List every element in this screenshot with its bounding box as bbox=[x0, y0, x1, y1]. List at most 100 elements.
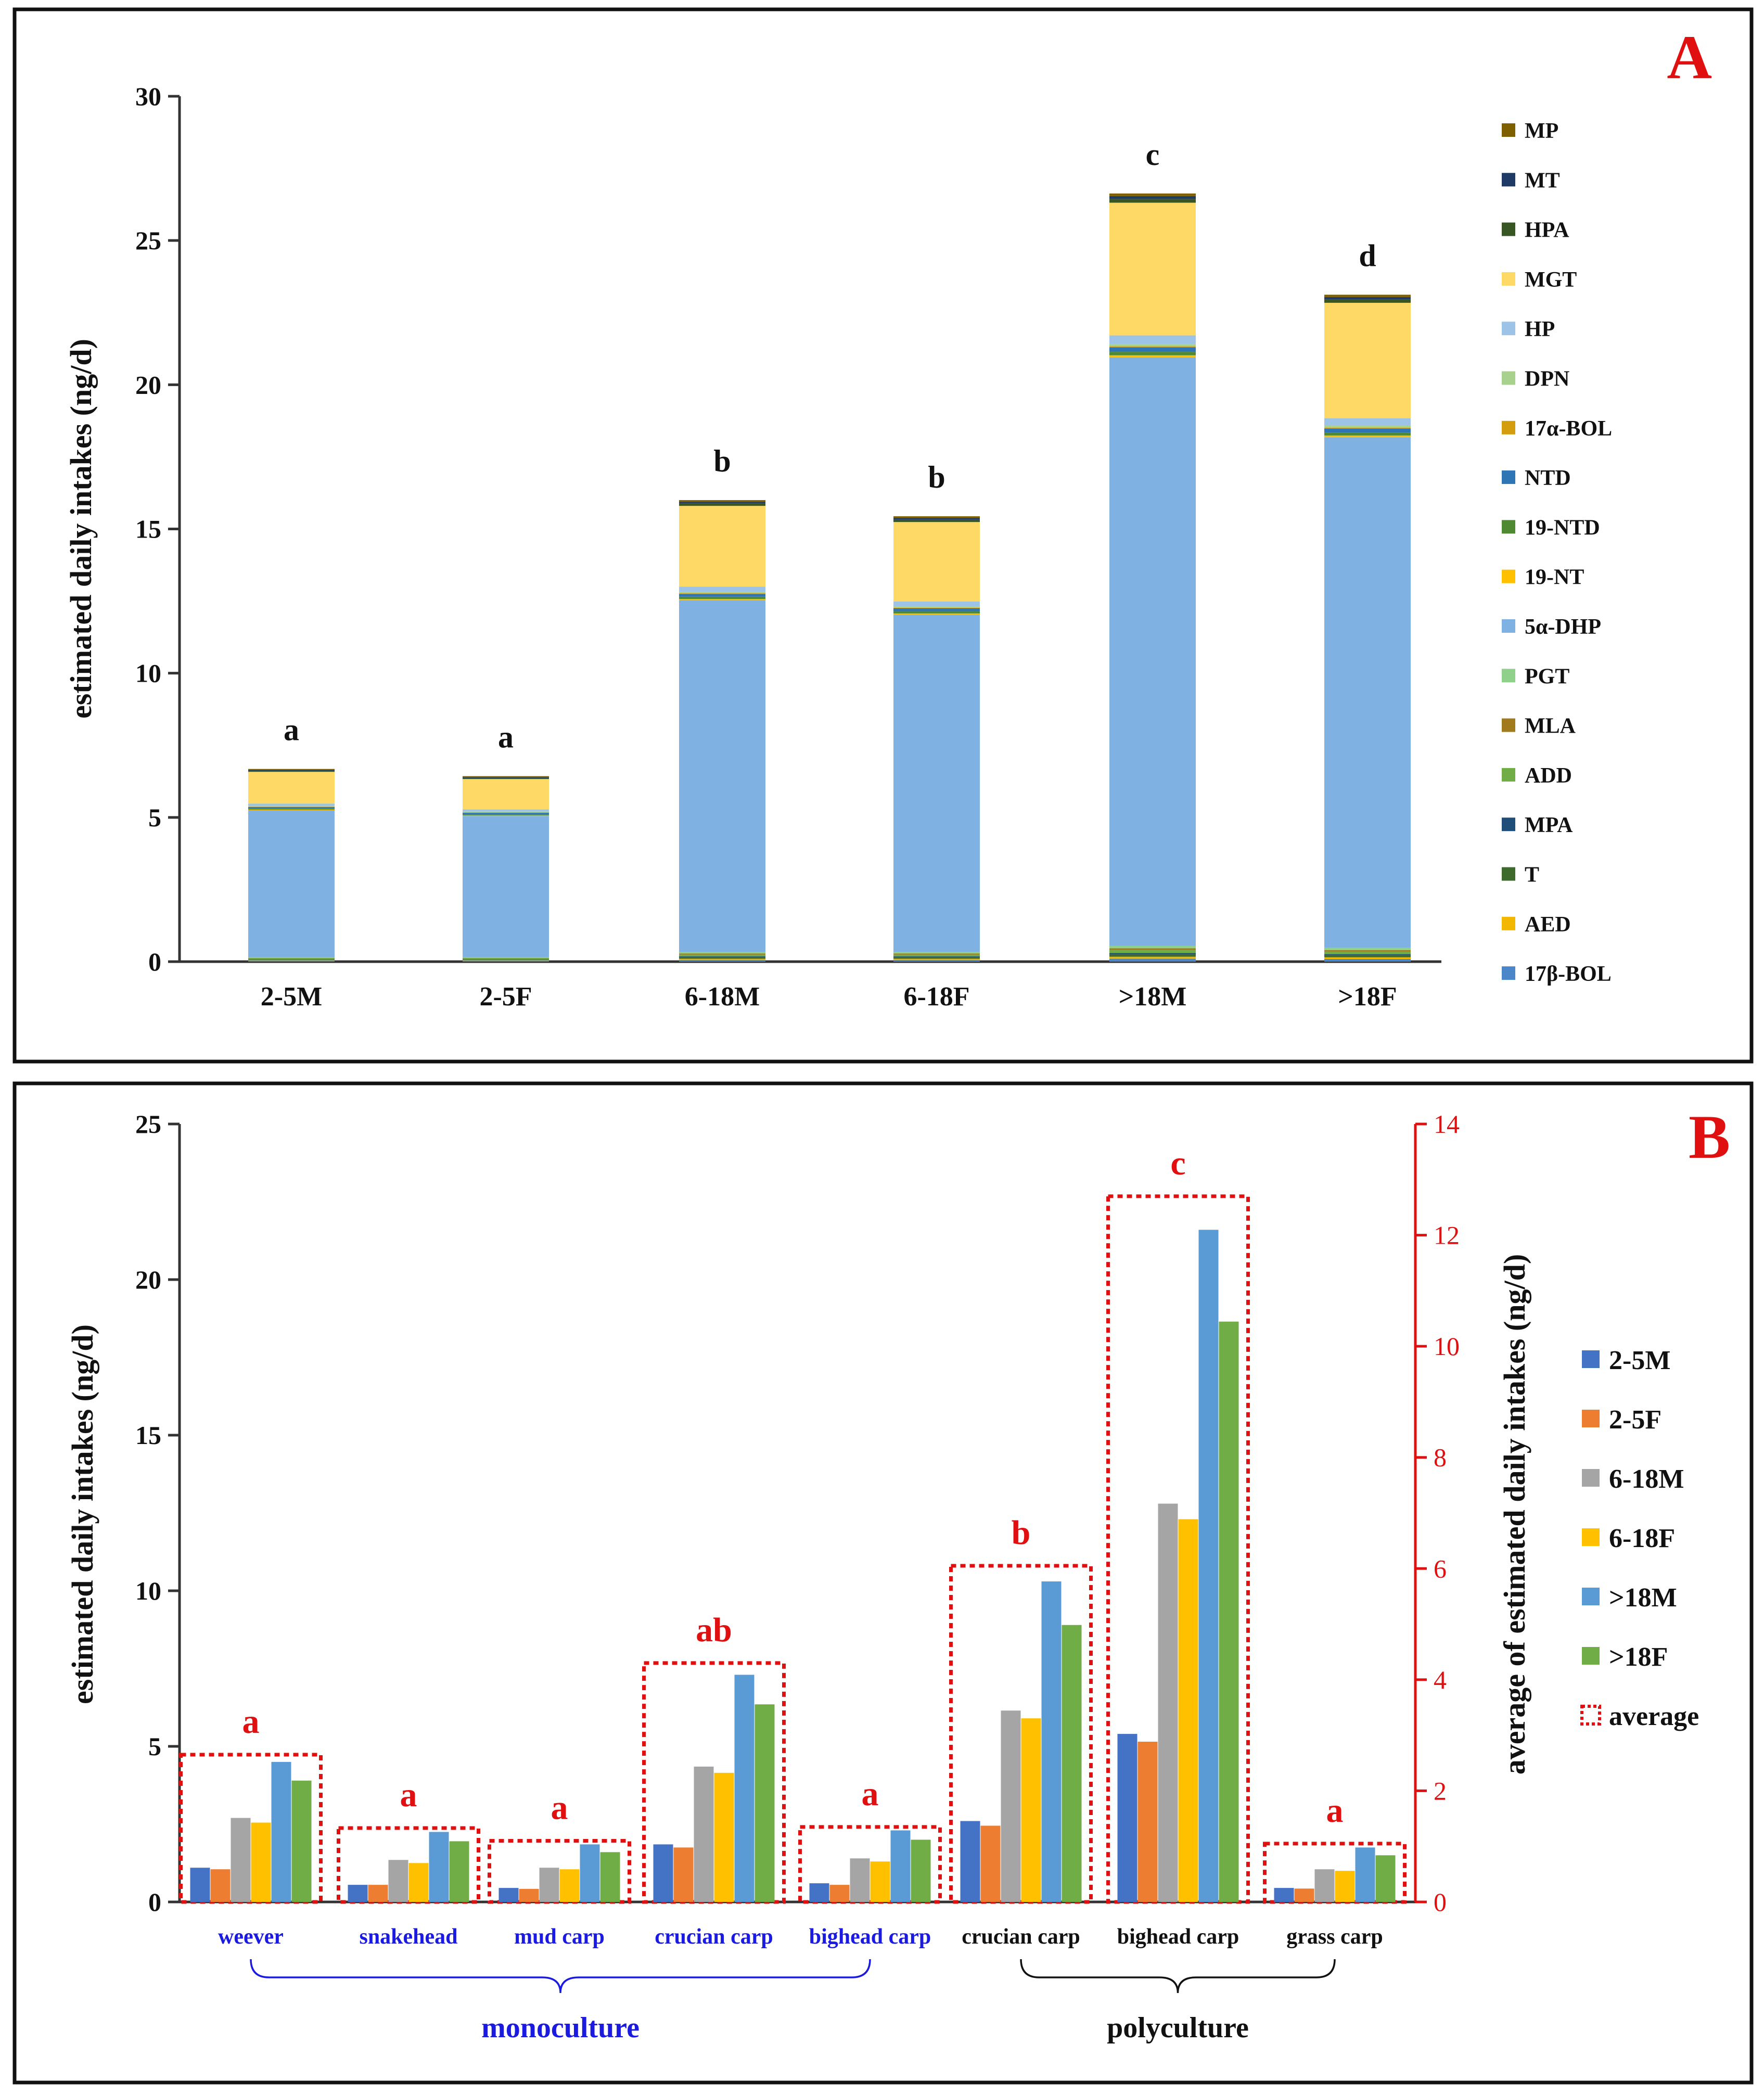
panel-a-frame bbox=[12, 7, 1754, 1064]
panel-a-bar-segment bbox=[1324, 428, 1411, 433]
panel-a-bar-segment bbox=[893, 522, 980, 602]
panel-a-legend-swatch bbox=[1502, 420, 1515, 435]
panel-a-bar-segment bbox=[893, 519, 980, 522]
panel-a-legend-swatch bbox=[1502, 272, 1515, 286]
panel-a-bar-segment bbox=[463, 776, 549, 777]
panel-a-bar-segment bbox=[679, 960, 765, 962]
panel-a-bar-segment bbox=[893, 518, 980, 520]
panel-b-bar bbox=[559, 1869, 580, 1902]
panel-a-legend-swatch bbox=[1502, 520, 1515, 534]
panel-b-y-tick-label: 15 bbox=[135, 1421, 161, 1450]
panel-b-right-tick-label: 12 bbox=[1434, 1221, 1460, 1250]
panel-b-bar bbox=[1335, 1871, 1355, 1902]
panel-a-bar-segment bbox=[679, 953, 765, 955]
panel-a-legend-swatch bbox=[1502, 123, 1515, 137]
panel-a-bar-segment bbox=[248, 803, 335, 806]
panel-a-chart: estimated daily intakes (ng/d) 0 5 10 15 20 2… bbox=[64, 82, 1612, 1012]
panel-a-y-label: estimated daily intakes (ng/d) bbox=[64, 339, 98, 719]
panel-a-y-ticks: 0 5 10 15 20 25 30 bbox=[135, 82, 180, 976]
panel-b-right-tick-label: 14 bbox=[1434, 1109, 1460, 1139]
panel-b-bar bbox=[673, 1847, 694, 1902]
panel-b-bar bbox=[960, 1821, 980, 1902]
panel-b-bar bbox=[429, 1832, 449, 1902]
panel-a-bar-segment bbox=[679, 594, 765, 597]
panel-b-y-ticks: 0 5 10 15 20 25 bbox=[135, 1109, 180, 1917]
panel-a-x-tick-label: 2-5M bbox=[261, 982, 322, 1012]
panel-a-legend-swatch bbox=[1502, 371, 1515, 385]
panel-a-bar-segment bbox=[1324, 954, 1411, 955]
panel-a-bar-segment bbox=[463, 779, 549, 810]
panel-a-bar-segment bbox=[893, 954, 980, 957]
panel-a-legend-label: MPA bbox=[1525, 813, 1573, 837]
panel-a-legend-swatch bbox=[1502, 173, 1515, 187]
panel-a-y-tick-label: 0 bbox=[148, 947, 161, 976]
panel-a-bar-segment bbox=[1324, 951, 1411, 954]
panel-a-bar-segment bbox=[463, 957, 549, 959]
panel-a-bar-segment bbox=[1109, 347, 1196, 352]
panel-a-significance-letter: b bbox=[713, 444, 731, 478]
panel-b-group-label: monoculture bbox=[481, 2012, 640, 2044]
panel-a-significance-letter: a bbox=[498, 720, 514, 755]
panel-b-significance-letter: ab bbox=[696, 1611, 732, 1649]
panel-b-y-label: estimated daily intakes (ng/d) bbox=[66, 1324, 99, 1704]
panel-a-bar-segment bbox=[248, 770, 335, 771]
panel-a-bar-segment bbox=[893, 959, 980, 960]
panel-a-bar-segment bbox=[679, 956, 765, 957]
panel-a-bar-segment bbox=[1109, 950, 1196, 953]
panel-b-groups: monoculture polyculture bbox=[250, 1959, 1336, 2044]
panel-a-legend-label: 17β-BOL bbox=[1525, 962, 1612, 986]
panel-a-legend-label: ADD bbox=[1525, 764, 1572, 788]
panel-a-bar-segment bbox=[893, 516, 980, 518]
panel-b-legend-swatch bbox=[1582, 1350, 1600, 1368]
panel-b-bar bbox=[368, 1885, 388, 1902]
panel-b-legend-label: 2-5M bbox=[1609, 1346, 1670, 1375]
panel-a-bar-segment bbox=[679, 952, 765, 954]
panel-b-bar bbox=[1219, 1321, 1239, 1902]
panel-a-legend: MP MT HPA MGT HP DPN 17α-BOL NTD 19-NTD 19-NT 5α-D… bbox=[1502, 119, 1612, 986]
panel-a-y-tick-label: 10 bbox=[135, 659, 161, 688]
panel-b-average-box bbox=[1106, 1194, 1250, 1904]
panel-a-bar-segment bbox=[463, 811, 549, 813]
panel-a-legend-label: HP bbox=[1525, 317, 1555, 341]
panel-a-significance: a a b b c d bbox=[284, 137, 1376, 755]
panel-a-bar-segment bbox=[1324, 418, 1411, 426]
panel-b-y-ticks-right: 0 2 4 6 8 10 12 14 bbox=[1415, 1109, 1460, 1917]
panel-b-bar bbox=[348, 1885, 368, 1902]
panel-b-group-bracket bbox=[250, 1959, 871, 1994]
panel-a-bar-segment bbox=[1109, 344, 1196, 347]
panel-a-bar-segment bbox=[463, 816, 549, 957]
panel-a-x-tick-label: 6-18F bbox=[903, 982, 969, 1012]
panel-b-letter: B bbox=[1689, 1102, 1730, 1171]
panel-b-x-tick-label: crucian carp bbox=[655, 1925, 773, 1949]
panel-b-average-box bbox=[179, 1753, 323, 1904]
panel-a-bar-segment bbox=[1324, 295, 1411, 297]
panel-b-x-tick-label: bighead carp bbox=[809, 1925, 931, 1949]
panel-b-bar bbox=[1375, 1855, 1396, 1902]
panel-a-y-tick-label: 30 bbox=[135, 82, 161, 111]
panel-a-legend-label: AED bbox=[1525, 913, 1571, 937]
panel-b-bar bbox=[734, 1675, 755, 1902]
panel-b-bar bbox=[251, 1822, 271, 1902]
panel-a-bar-segment bbox=[679, 959, 765, 960]
panel-b-x-tick-label: bighead carp bbox=[1117, 1925, 1239, 1949]
panel-a-legend-label: PGT bbox=[1525, 665, 1569, 688]
panel-b-x-ticks: weever snakehead mud carp crucian carp bighe… bbox=[218, 1925, 1383, 1949]
panel-b-bar bbox=[580, 1844, 600, 1902]
panel-b-significance-letter: a bbox=[1326, 1792, 1344, 1830]
panel-a-significance-letter: b bbox=[928, 460, 945, 494]
panel-a-bar-segment bbox=[248, 808, 335, 810]
panel-a-bar-segment bbox=[893, 611, 980, 614]
panel-b-legend-swatch bbox=[1582, 1528, 1600, 1546]
panel-b-bar bbox=[271, 1761, 291, 1902]
panel-a-legend-swatch bbox=[1502, 817, 1515, 832]
panel-b-frame bbox=[12, 1081, 1754, 2085]
panel-a-legend-swatch bbox=[1502, 619, 1515, 633]
panel-a-y-tick-label: 20 bbox=[135, 370, 161, 399]
panel-b-bar bbox=[755, 1704, 775, 1902]
panel-b-legend-label: >18F bbox=[1609, 1642, 1668, 1672]
panel-b-x-tick-label: weever bbox=[218, 1925, 284, 1949]
panel-b-bar bbox=[519, 1888, 539, 1902]
panel-b-bar bbox=[1198, 1230, 1219, 1902]
panel-a-bar-segment bbox=[1324, 948, 1411, 950]
panel-a-legend-label: MGT bbox=[1525, 268, 1577, 292]
